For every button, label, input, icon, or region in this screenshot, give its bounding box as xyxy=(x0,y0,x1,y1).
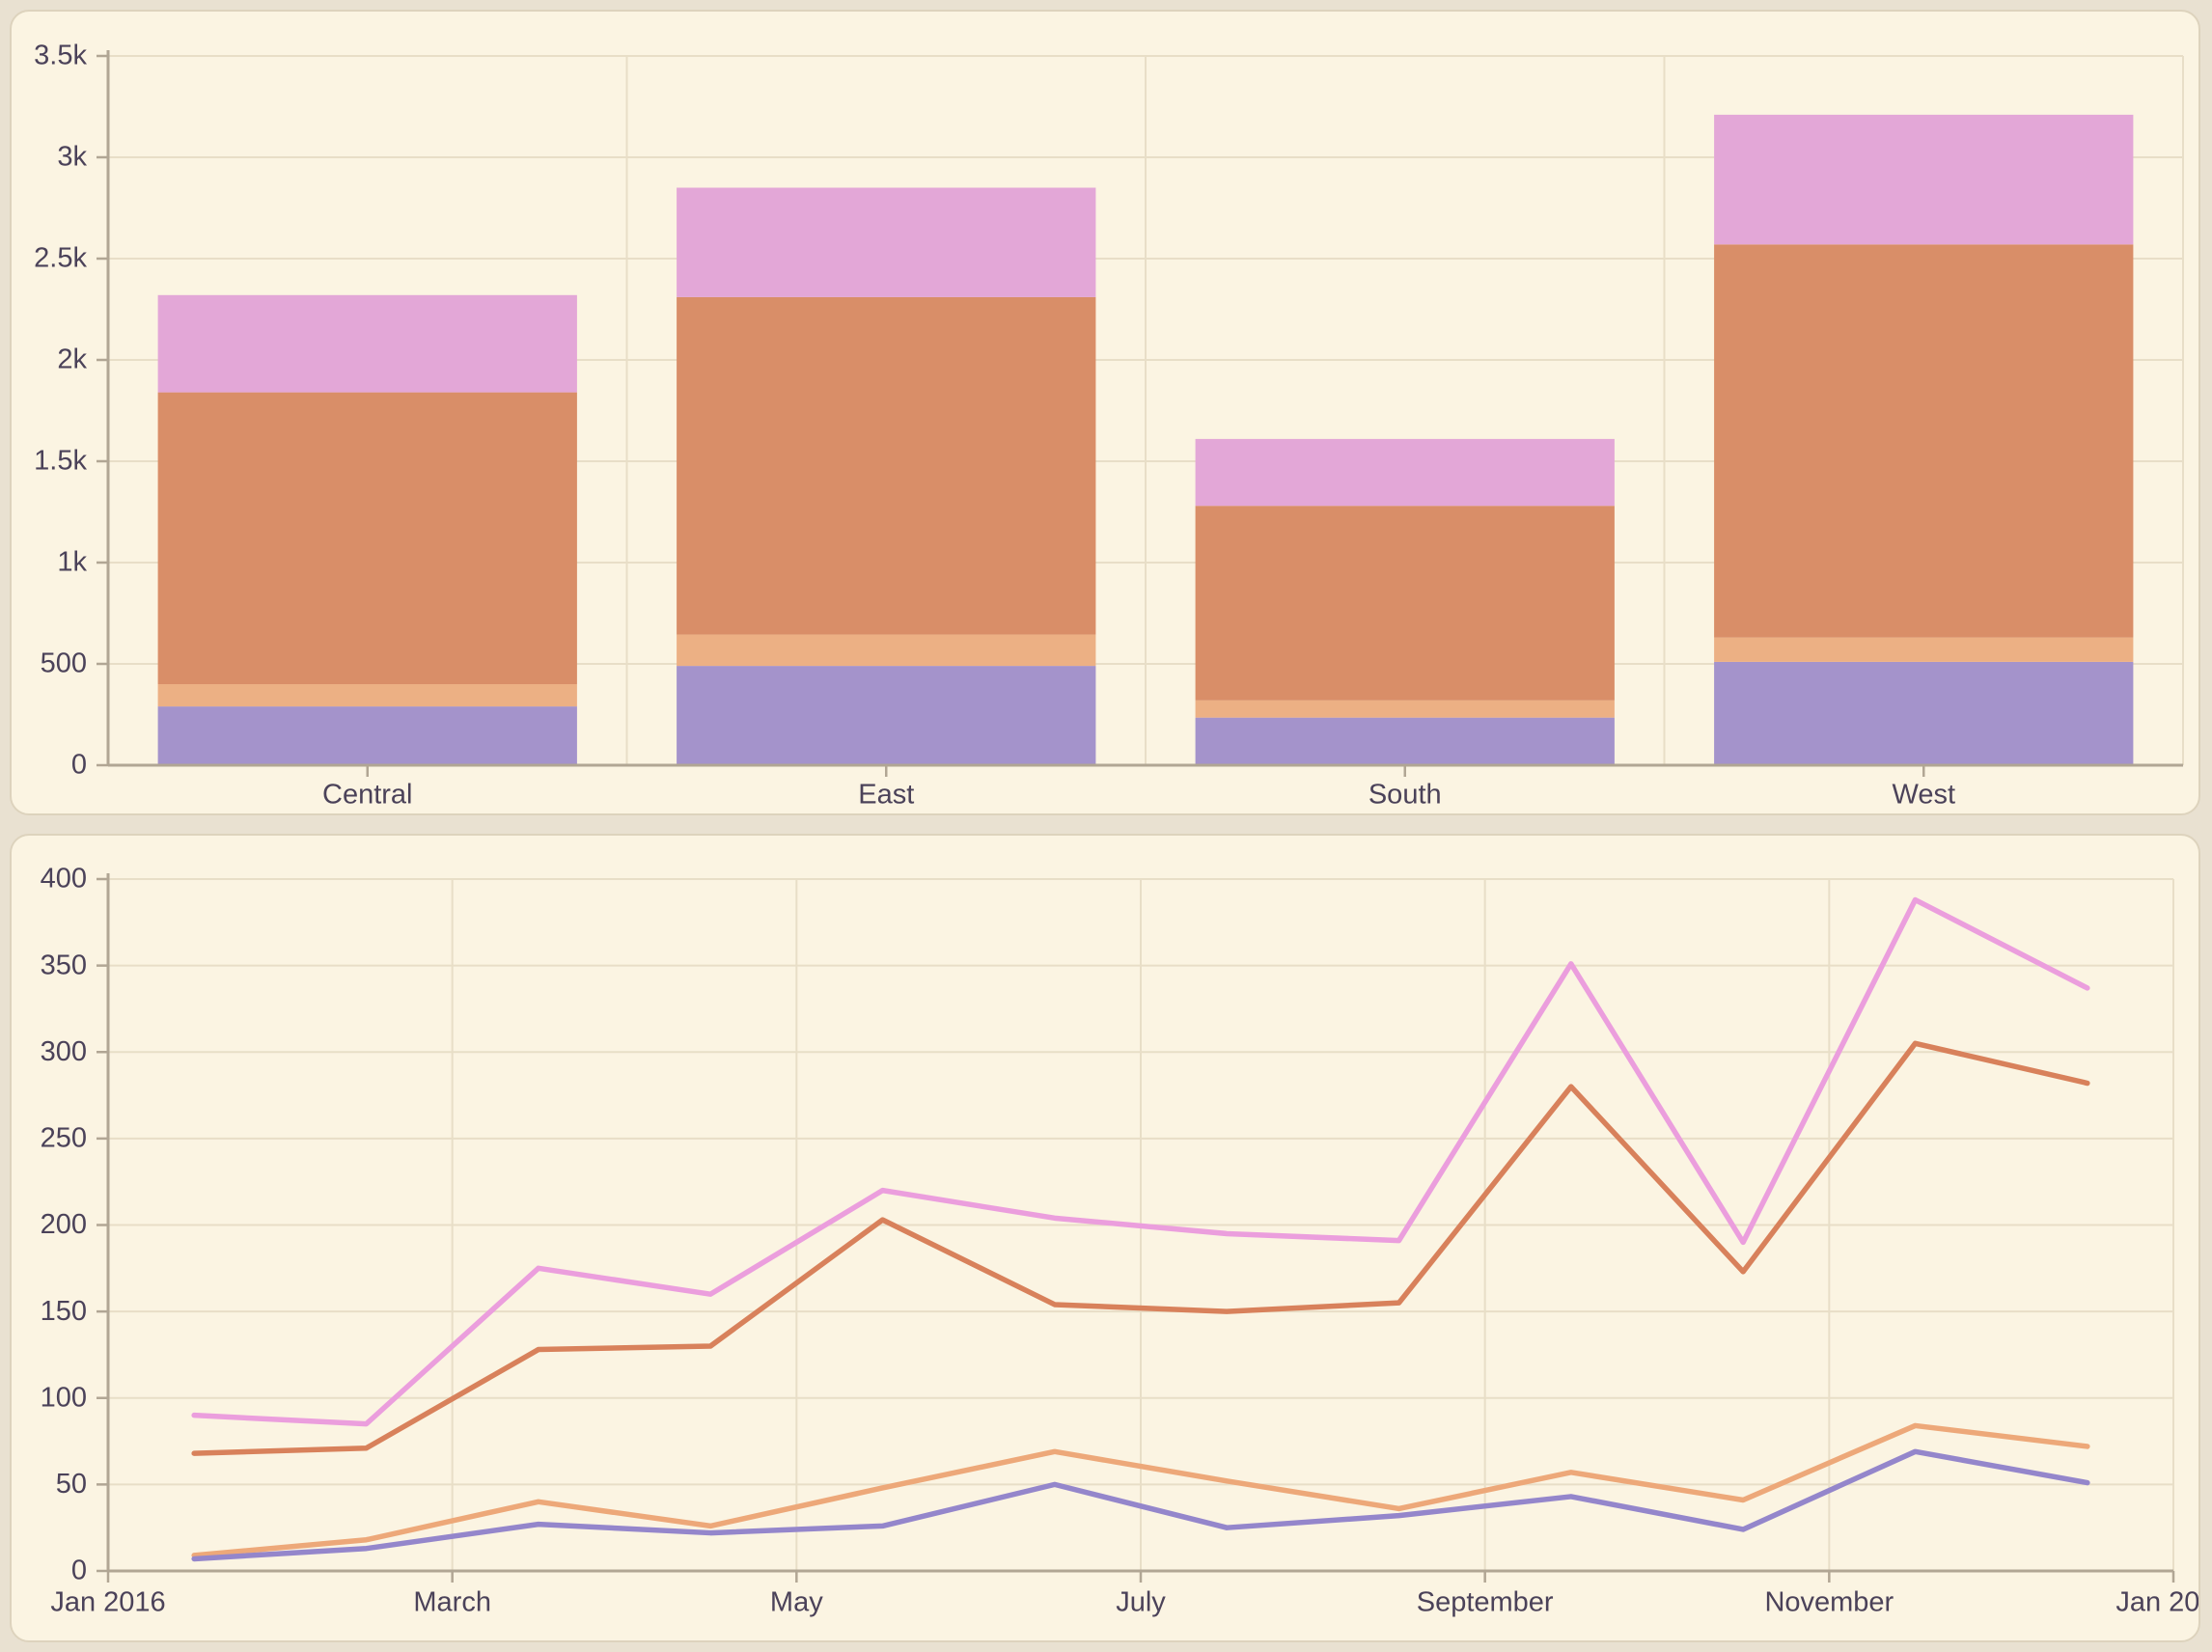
y-axis-tick-label: 50 xyxy=(56,1469,87,1500)
bar-segment-purple-south[interactable] xyxy=(1195,717,1615,765)
x-axis-category-label: West xyxy=(1892,780,1955,811)
y-axis-tick-label: 400 xyxy=(41,864,87,895)
stacked-bar-chart: 0 500 1k 1.5k 2k 2.5k 3k 3.5k Central East South We… xyxy=(34,41,2184,811)
bar-segment-coral-east[interactable] xyxy=(677,296,1096,635)
y-axis-tick-label: 1.5k xyxy=(34,446,87,477)
bar-segment-violet-central[interactable] xyxy=(157,294,577,393)
y-axis-tick-label: 300 xyxy=(41,1036,87,1067)
y-axis-tick-label: 200 xyxy=(41,1209,87,1240)
bar-segment-sand-central[interactable] xyxy=(157,684,577,707)
bar-segment-sand-east[interactable] xyxy=(677,634,1096,667)
bar-segment-coral-south[interactable] xyxy=(1195,506,1615,701)
bar-segment-purple-west[interactable] xyxy=(1714,661,2134,765)
bar-segment-sand-west[interactable] xyxy=(1714,637,2134,662)
x-axis-tick-label: Jan 2017 xyxy=(2115,1587,2198,1618)
x-axis-category-label: East xyxy=(858,780,914,811)
y-axis-tick-label: 100 xyxy=(41,1382,87,1413)
y-axis-tick-label: 0 xyxy=(71,750,87,781)
x-axis-tick-label: Jan 2016 xyxy=(50,1587,165,1618)
bar-segment-coral-west[interactable] xyxy=(1714,244,2134,638)
y-axis-tick-label: 1k xyxy=(57,547,87,578)
y-axis-tick-label: 350 xyxy=(41,950,87,980)
line-violet[interactable] xyxy=(191,896,2090,1427)
line-chart-card: 0 50 100 150 200 250 300 350 400 Jan 2016 March May… xyxy=(10,834,2200,1642)
x-axis-tick-label: November xyxy=(1764,1587,1894,1618)
y-axis-tick-label: 3k xyxy=(57,142,87,173)
y-axis-tick-label: 150 xyxy=(41,1296,87,1327)
y-axis-tick-label: 3.5k xyxy=(34,41,87,71)
bar-segment-violet-west[interactable] xyxy=(1714,114,2134,245)
stacked-bar-chart-card: 0 500 1k 1.5k 2k 2.5k 3k 3.5k Central East South We… xyxy=(10,10,2200,815)
line-chart: 0 50 100 150 200 250 300 350 400 Jan 2016 March May… xyxy=(41,864,2198,1618)
y-axis-tick-label: 2.5k xyxy=(34,243,87,274)
x-axis-tick-label: September xyxy=(1417,1587,1554,1618)
x-axis-tick-label: May xyxy=(770,1587,823,1618)
bar-segment-sand-south[interactable] xyxy=(1195,700,1615,718)
x-axis-category-label: Central xyxy=(322,780,413,811)
line-sand[interactable] xyxy=(191,1422,2090,1558)
y-axis-tick-label: 2k xyxy=(57,344,87,375)
y-axis-tick-label: 0 xyxy=(71,1556,87,1586)
x-axis-category-label: South xyxy=(1369,780,1442,811)
y-axis-tick-label: 500 xyxy=(41,648,87,679)
x-axis-tick-label: March xyxy=(413,1587,491,1618)
bar-segment-purple-central[interactable] xyxy=(157,706,577,765)
line-purple[interactable] xyxy=(191,1448,2090,1562)
bar-segment-violet-south[interactable] xyxy=(1195,438,1615,507)
bar-segment-purple-east[interactable] xyxy=(677,666,1096,765)
x-axis-tick-label: July xyxy=(1116,1587,1166,1618)
bar-segment-coral-central[interactable] xyxy=(157,392,577,684)
bar-segment-violet-east[interactable] xyxy=(677,187,1096,297)
y-axis-tick-label: 250 xyxy=(41,1123,87,1154)
line-coral[interactable] xyxy=(191,1040,2090,1456)
